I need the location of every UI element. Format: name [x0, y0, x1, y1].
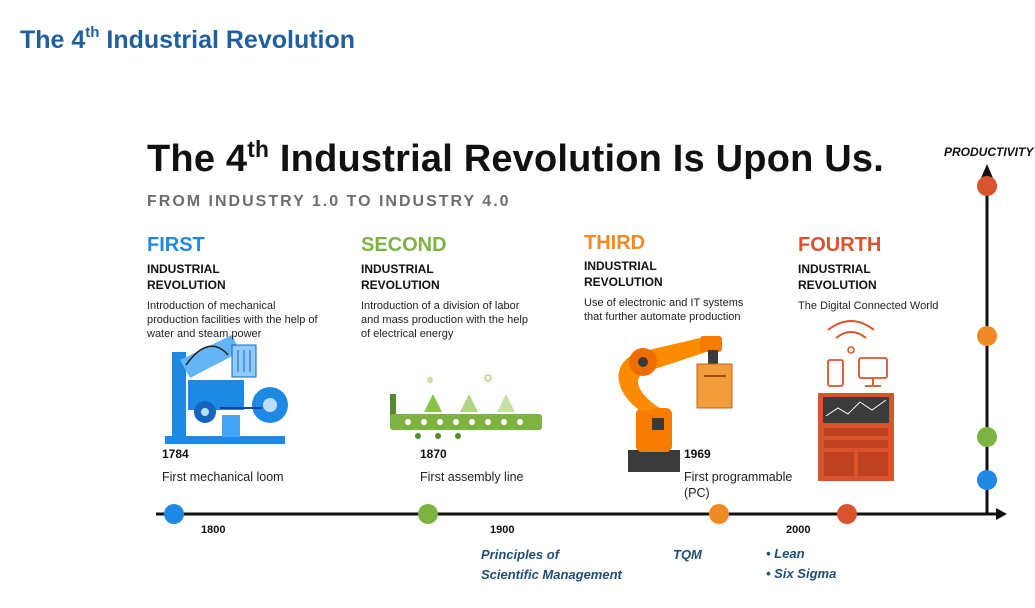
milestone-tqm: TQM	[673, 547, 702, 562]
page-title: The 4th Industrial Revolution	[20, 24, 356, 54]
productivity-dot-first	[977, 470, 997, 490]
second-description: Introduction of a division of labor and …	[361, 300, 528, 340]
productivity-dot-second	[977, 427, 997, 447]
axis-year-1800: 1800	[201, 524, 226, 536]
fourth-kind: INDUSTRIAL REVOLUTION	[798, 262, 877, 292]
third-kind: INDUSTRIAL REVOLUTION	[584, 259, 663, 289]
third-year: 1969	[684, 447, 711, 461]
fourth-description: The Digital Connected World	[798, 300, 939, 312]
third-ordinal: THIRD	[584, 232, 646, 254]
timeline-dot-second	[418, 504, 438, 524]
first-kind: INDUSTRIAL REVOLUTION	[147, 262, 226, 292]
loom-icon	[165, 335, 288, 444]
third-event: First programmable (PC)	[684, 470, 793, 500]
fourth-ordinal: FOURTH	[798, 234, 882, 256]
timeline-dot-third	[709, 504, 729, 524]
axis-year-1900: 1900	[490, 524, 515, 536]
milestone-lean-six-sigma: • Lean • Six Sigma	[766, 546, 837, 581]
second-event: First assembly line	[420, 470, 524, 484]
infographic-subtitle: FROM INDUSTRY 1.0 TO INDUSTRY 4.0	[147, 193, 511, 210]
digital-world-icon	[818, 320, 894, 481]
productivity-dot-fourth	[977, 176, 997, 196]
axis-year-2000: 2000	[786, 524, 811, 536]
productivity-dot-third	[977, 326, 997, 346]
assembly-line-icon	[390, 374, 542, 439]
second-year: 1870	[420, 447, 447, 461]
productivity-label: PRODUCTIVITY	[944, 145, 1034, 159]
timeline-dot-first	[164, 504, 184, 524]
third-description: Use of electronic and IT systems that fu…	[584, 297, 744, 323]
milestone-scientific-management: Principles of Scientific Management	[481, 547, 622, 582]
first-event: First mechanical loom	[162, 470, 284, 484]
productivity-arrow-icon	[981, 164, 993, 178]
timeline-dot-fourth	[837, 504, 857, 524]
second-ordinal: SECOND	[361, 234, 447, 256]
infographic-title: The 4th Industrial Revolution Is Upon Us…	[147, 136, 885, 180]
first-year: 1784	[162, 447, 189, 461]
first-description: Introduction of mechanical production fa…	[147, 300, 318, 340]
robot-arm-icon	[618, 336, 733, 472]
first-ordinal: FIRST	[147, 234, 205, 256]
second-kind: INDUSTRIAL REVOLUTION	[361, 262, 440, 292]
time-arrow-icon	[996, 508, 1007, 520]
